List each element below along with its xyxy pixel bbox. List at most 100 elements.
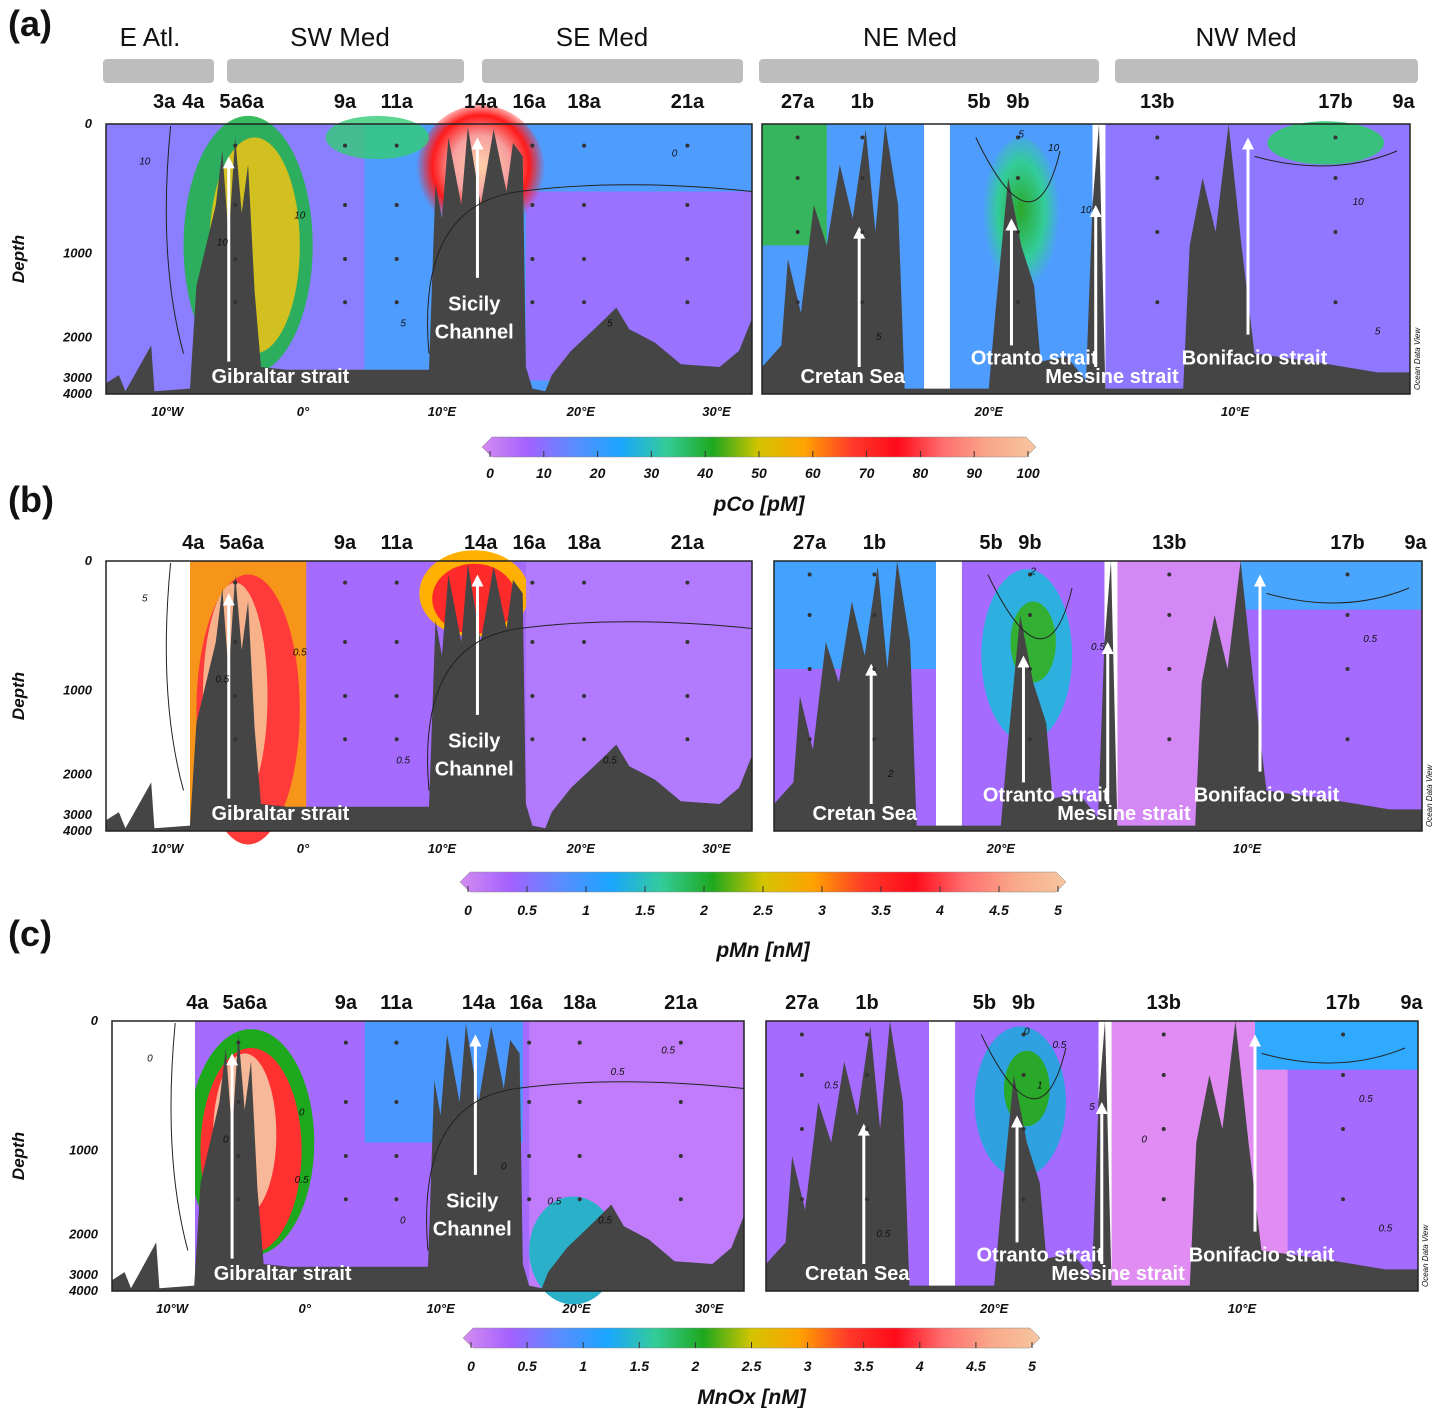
contour-label: 10 xyxy=(217,238,229,249)
no-data-gap xyxy=(924,124,950,394)
sample-dot xyxy=(1155,176,1160,180)
longitude-tick: 10°W xyxy=(151,404,185,419)
sample-dot xyxy=(685,143,690,148)
colorbar-tick-label: 20 xyxy=(589,465,606,481)
depth-tick: 1000 xyxy=(63,246,93,261)
contour-label: 5 xyxy=(607,319,613,330)
annotation-label: Messine strait xyxy=(1057,803,1191,825)
colorbar-tick-label: 4 xyxy=(915,1358,924,1374)
region-bar xyxy=(759,59,1099,83)
contour-line xyxy=(980,1034,1067,1100)
sample-dot xyxy=(394,694,399,698)
station-label: 11a xyxy=(381,532,414,554)
contour-label: 0 xyxy=(299,1108,305,1119)
contour-label: 0.5 xyxy=(215,675,229,686)
annotation-label: Sicily xyxy=(448,731,501,753)
sample-dot xyxy=(530,300,535,305)
contour-label: 0 xyxy=(1024,1027,1030,1038)
station-label: 5a6a xyxy=(219,91,264,113)
arrow-head xyxy=(1011,1115,1024,1128)
station-label: 18a xyxy=(567,532,601,554)
region-label: E Atl. xyxy=(120,22,181,52)
sample-dot xyxy=(530,640,535,644)
sample-dot xyxy=(860,300,865,305)
arrow-head xyxy=(853,226,866,239)
sample-dot xyxy=(343,1197,348,1202)
contour-label: 5 xyxy=(400,319,406,330)
sample-dot xyxy=(530,143,535,148)
sample-dot xyxy=(527,1100,532,1104)
annotation-label: Gibraltar strait xyxy=(212,803,350,825)
contour-label: 0 xyxy=(147,1054,153,1065)
annotation-label: Sicily xyxy=(448,294,501,316)
colorbar-tick-label: 2 xyxy=(699,902,708,918)
station-label: 11a xyxy=(381,91,414,113)
sample-dot xyxy=(577,1197,582,1202)
contour-label: 0.5 xyxy=(661,1045,675,1056)
no-data-gap xyxy=(936,561,962,831)
sample-dot xyxy=(582,203,587,207)
station-label: 18a xyxy=(563,992,597,1014)
sample-dot xyxy=(394,640,399,644)
arrow-head xyxy=(222,156,235,169)
arrow-head xyxy=(1005,218,1018,231)
sample-dot xyxy=(1015,176,1020,180)
contour-label: 10 xyxy=(1080,205,1092,216)
sample-dot xyxy=(343,300,348,305)
colorbar-tick-label: 100 xyxy=(1016,465,1040,481)
colorbar-tick-label: 1.5 xyxy=(630,1358,650,1374)
colorbar-tick-label: 2.5 xyxy=(752,902,773,918)
sample-dot xyxy=(872,667,877,671)
colorbar-label: MnOx [nM] xyxy=(697,1386,806,1408)
sample-dot xyxy=(685,580,690,585)
sample-dot xyxy=(1161,1127,1166,1131)
annotation-label: Channel xyxy=(435,322,514,344)
sample-dot xyxy=(1333,300,1338,305)
colorbar-tick-label: 0.5 xyxy=(517,1358,537,1374)
colorbar-tick-label: 70 xyxy=(859,465,875,481)
station-label: 18a xyxy=(567,91,601,113)
panel-label: (c) xyxy=(8,913,52,954)
panel-label: (b) xyxy=(8,479,54,520)
colorbar-tick-label: 4.5 xyxy=(988,902,1009,918)
colorbar-tick-label: 30 xyxy=(644,465,660,481)
station-label: 17b xyxy=(1330,532,1364,554)
panel-label: (a) xyxy=(8,3,52,44)
contour-label: 1 xyxy=(1037,1081,1043,1092)
station-label: 14a xyxy=(462,992,496,1014)
contour-label: 0.5 xyxy=(1052,1040,1066,1051)
sample-dot xyxy=(865,1197,870,1202)
sample-dot xyxy=(795,176,800,180)
station-label: 14a xyxy=(464,91,498,113)
sample-dot xyxy=(582,143,587,148)
station-label: 1b xyxy=(863,532,886,554)
station-label: 9a xyxy=(335,992,358,1014)
annotation-label: Otranto strait xyxy=(983,784,1110,806)
colorbar-tick-label: 4.5 xyxy=(965,1358,986,1374)
station-label: 5a6a xyxy=(222,992,267,1014)
station-label: 13b xyxy=(1152,532,1186,554)
sample-dot xyxy=(860,135,865,140)
sample-dot xyxy=(343,694,348,698)
sample-dot xyxy=(236,1100,241,1104)
station-label: 21a xyxy=(671,91,705,113)
colorbar-tick-label: 0 xyxy=(486,465,494,481)
sample-dot xyxy=(1333,135,1338,140)
sample-dot xyxy=(1155,300,1160,305)
sample-dot xyxy=(236,1197,241,1202)
station-label: 11a xyxy=(380,992,413,1014)
sample-dot xyxy=(394,737,399,742)
colorbar-tick-label: 4 xyxy=(935,902,944,918)
station-label: 5b xyxy=(973,992,996,1014)
station-label: 5a6a xyxy=(219,532,264,554)
annotation-label: Cretan Sea xyxy=(805,1263,910,1285)
contour-label: 0.5 xyxy=(547,1197,561,1208)
arrow-head xyxy=(469,1034,482,1047)
arrow-head xyxy=(865,663,878,676)
longitude-tick: 0° xyxy=(297,841,310,856)
contour-label: 0.5 xyxy=(603,756,617,767)
field-patch xyxy=(1098,124,1410,394)
sample-dot xyxy=(1167,572,1172,577)
contour-label: 5 xyxy=(876,332,882,343)
section-right-frame xyxy=(765,1020,1419,1292)
